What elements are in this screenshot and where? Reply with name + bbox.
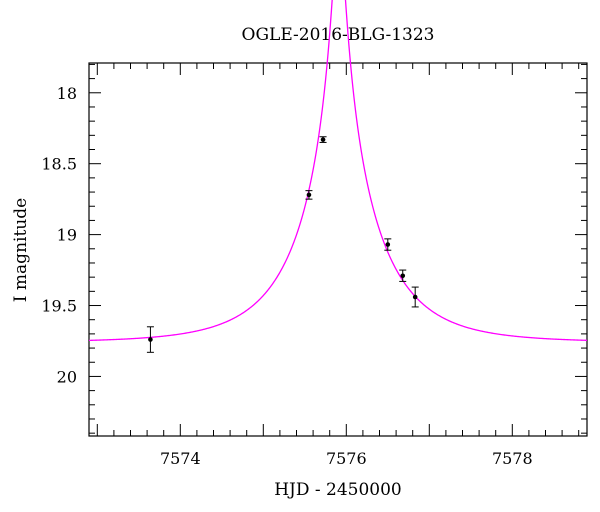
data-point bbox=[400, 273, 406, 279]
y-axis-label: I magnitude bbox=[11, 198, 31, 302]
plot-frame bbox=[88, 62, 588, 437]
model-curve-layer bbox=[88, 0, 588, 342]
chart-title: OGLE-2016-BLG-1323 bbox=[242, 25, 435, 45]
y-tick-labels: 18 18.5 19 19.5 20 bbox=[41, 84, 77, 387]
model-curve bbox=[88, 0, 588, 342]
data-point bbox=[306, 192, 312, 198]
axis-ticks bbox=[89, 63, 587, 436]
data-point bbox=[385, 242, 391, 247]
y-tick-label: 19.5 bbox=[41, 297, 77, 316]
x-tick-label: 7574 bbox=[160, 449, 201, 468]
y-tick-label: 19 bbox=[57, 226, 77, 245]
data-point bbox=[412, 294, 418, 300]
x-tick-label: 7578 bbox=[492, 449, 533, 468]
x-tick-label: 7576 bbox=[326, 449, 367, 468]
data-point bbox=[320, 137, 326, 142]
data-point bbox=[148, 337, 153, 342]
x-axis-label: HJD - 2450000 bbox=[274, 480, 402, 500]
data-points-layer bbox=[146, 136, 419, 353]
plot-area bbox=[88, 62, 588, 437]
y-tick-label: 18 bbox=[57, 84, 77, 103]
y-tick-label: 20 bbox=[57, 367, 77, 386]
y-tick-label: 18.5 bbox=[41, 155, 77, 174]
x-tick-labels: 7574 7576 7578 bbox=[160, 449, 533, 468]
